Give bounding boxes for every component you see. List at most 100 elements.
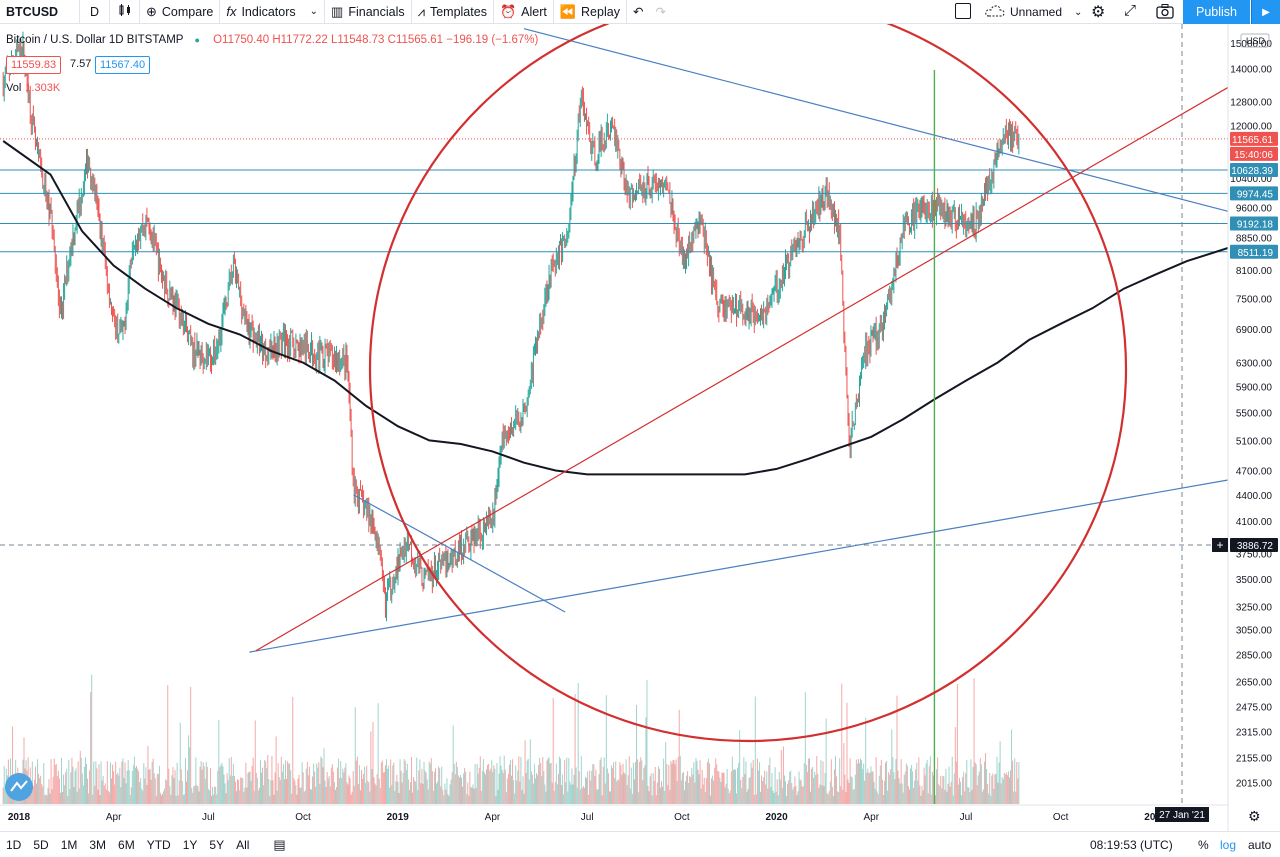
range-3m[interactable]: 3M (89, 837, 107, 852)
range-1m[interactable]: 1M (60, 837, 78, 852)
drawings (2, 24, 1229, 804)
replay-label: Replay (581, 4, 620, 19)
level-price-tag-box (1230, 216, 1278, 231)
range-6m[interactable]: 6M (118, 837, 135, 852)
compare-button[interactable]: ⊕ Compare (140, 0, 221, 24)
camera-icon[interactable] (1156, 3, 1174, 22)
price-tick-label: 2850.00 (1236, 651, 1273, 662)
price-tick-label: 5500.00 (1236, 409, 1273, 420)
percent-toggle[interactable]: % (1198, 838, 1209, 852)
layout-name-button[interactable]: Unnamed ⌄ (985, 0, 1082, 24)
alert-button[interactable]: ⏰ Alert (494, 0, 554, 24)
currency-box (1240, 33, 1270, 48)
redo-button[interactable]: ↷ (649, 0, 671, 24)
trendline (249, 479, 1229, 653)
financials-button[interactable]: ▥ Financials (325, 0, 412, 24)
settings-gear-icon[interactable]: ⚙ (1091, 4, 1106, 21)
price-tick-label: 3050.00 (1236, 626, 1273, 637)
ask-price[interactable]: 11567.40 (95, 56, 151, 74)
level-price-tag: 10628.39 (1231, 166, 1273, 177)
fullscreen-layout-icon[interactable] (955, 3, 971, 19)
tradingview-logo-icon[interactable] (5, 773, 33, 801)
price-tick-label: 5900.00 (1236, 383, 1273, 394)
bid-price[interactable]: 11559.83 (6, 56, 62, 74)
chart-type-button[interactable] (110, 0, 140, 24)
time-tick-label: Oct (295, 812, 311, 823)
range-1d[interactable]: 1D (6, 837, 22, 852)
time-axis: 2018 Apr Jul Oct 2019 Apr Jul Oct 2020 Apr Jul Oct 2… (0, 804, 1228, 823)
date-range-calendar-icon[interactable]: ▤ (273, 836, 286, 852)
auto-toggle[interactable]: auto (1248, 838, 1272, 852)
log-toggle[interactable]: log (1220, 838, 1237, 852)
volume-label: Vol (6, 82, 22, 94)
publish-button[interactable]: Publish (1183, 0, 1250, 24)
templates-label: Templates (429, 4, 487, 19)
ohlc-values: O11750.40 H11772.22 L11548.73 C11565.61 … (213, 34, 539, 46)
chart-legend: Bitcoin / U.S. Dollar 1D BITSTAMP ● O117… (6, 34, 538, 46)
candlesticks (2, 31, 1020, 622)
level-price-tag-box (1230, 244, 1278, 259)
last-price-tag: 11565.61 (1232, 135, 1273, 146)
chart-settings-gear-icon[interactable]: ⚙ (1248, 808, 1261, 824)
time-tick-label: Apr (863, 812, 879, 823)
indicators-label: Indicators (241, 4, 296, 19)
fullscreen-icon[interactable]: ⤢ (1124, 2, 1137, 19)
templates-icon: ⩘ (417, 3, 425, 19)
price-tick-label: 5100.00 (1236, 436, 1273, 447)
utc-clock[interactable]: 08:19:53 (UTC) (1090, 838, 1173, 852)
time-tick-label: Jul (581, 812, 594, 823)
volume-bars (2, 674, 1020, 804)
price-tick-label: 6900.00 (1236, 325, 1273, 336)
time-tick-label: 2020 (765, 812, 788, 823)
range-1y[interactable]: 1Y (182, 837, 198, 852)
moving-average-line (2, 140, 1229, 476)
price-tick-label: 7500.00 (1236, 294, 1273, 305)
price-tick-label: 8850.00 (1236, 233, 1273, 244)
fx-icon: fx (226, 4, 237, 19)
trendline (255, 86, 1229, 652)
spread-value: 7.57 (70, 58, 92, 70)
time-tick-label: Oct (674, 812, 690, 823)
price-tick-label: 3250.00 (1236, 602, 1273, 613)
symbol-search[interactable]: BTCUSD (0, 0, 80, 24)
price-tick-label: 3750.00 (1236, 550, 1273, 561)
top-toolbar: BTCUSD D ⊕ Compare fx Indicators ⌄ ▥ Fin… (0, 0, 1280, 24)
status-dot-icon: ● (194, 35, 200, 45)
templates-button[interactable]: ⩘ Templates (412, 0, 494, 24)
price-tick-label: 8100.00 (1236, 266, 1273, 277)
price-tick-label: 9600.00 (1236, 203, 1273, 214)
level-price-tag: 8511.19 (1238, 248, 1274, 259)
level-price-tag-box (1230, 186, 1278, 201)
play-icon[interactable]: ▶ (1251, 0, 1280, 24)
rewind-icon: ⏪ (559, 3, 577, 19)
bar-chart-icon: ▥ (331, 3, 344, 19)
range-5y[interactable]: 5Y (209, 837, 225, 852)
indicators-button[interactable]: fx Indicators ⌄ (220, 0, 326, 24)
undo-button[interactable]: ↶ (627, 0, 649, 24)
bar-countdown-tag: 15:40:06 (1234, 150, 1273, 161)
volume-legend: Vol 1.303K (6, 82, 60, 94)
compare-label: Compare (161, 4, 214, 19)
range-all[interactable]: All (236, 837, 250, 852)
price-tick-label: 14000.00 (1230, 65, 1272, 76)
bottom-toolbar: 1D 5D 1M 3M 6M YTD 1Y 5Y All ▤ 08:19:53 (UTC) % … (0, 831, 1280, 857)
time-tick-label: Oct (1053, 812, 1069, 823)
circle-annotation (369, 24, 1127, 742)
price-tick-label: 4400.00 (1236, 491, 1273, 502)
replay-button[interactable]: ⏪ Replay (554, 0, 627, 24)
price-tick-label: 2155.00 (1236, 754, 1273, 765)
price-tick-label: 15000.00 (1230, 39, 1272, 50)
time-tick-label: 2018 (8, 812, 31, 823)
trendline (353, 494, 566, 613)
interval-button[interactable]: D (80, 0, 110, 24)
volume-value: 1.303K (25, 82, 61, 94)
symbol-title: Bitcoin / U.S. Dollar 1D BITSTAMP (6, 34, 184, 46)
range-5d[interactable]: 5D (33, 837, 49, 852)
price-tick-label: 2315.00 (1236, 727, 1273, 738)
time-tick-label: Jul (202, 812, 215, 823)
price-chart[interactable]: 15000.0014000.0012800.0012000.0011200.00… (0, 24, 1280, 831)
alert-label: Alert (521, 4, 547, 19)
price-tick-label: 2015.00 (1236, 778, 1273, 789)
range-ytd[interactable]: YTD (146, 837, 171, 852)
currency-label: USD (1246, 36, 1266, 46)
